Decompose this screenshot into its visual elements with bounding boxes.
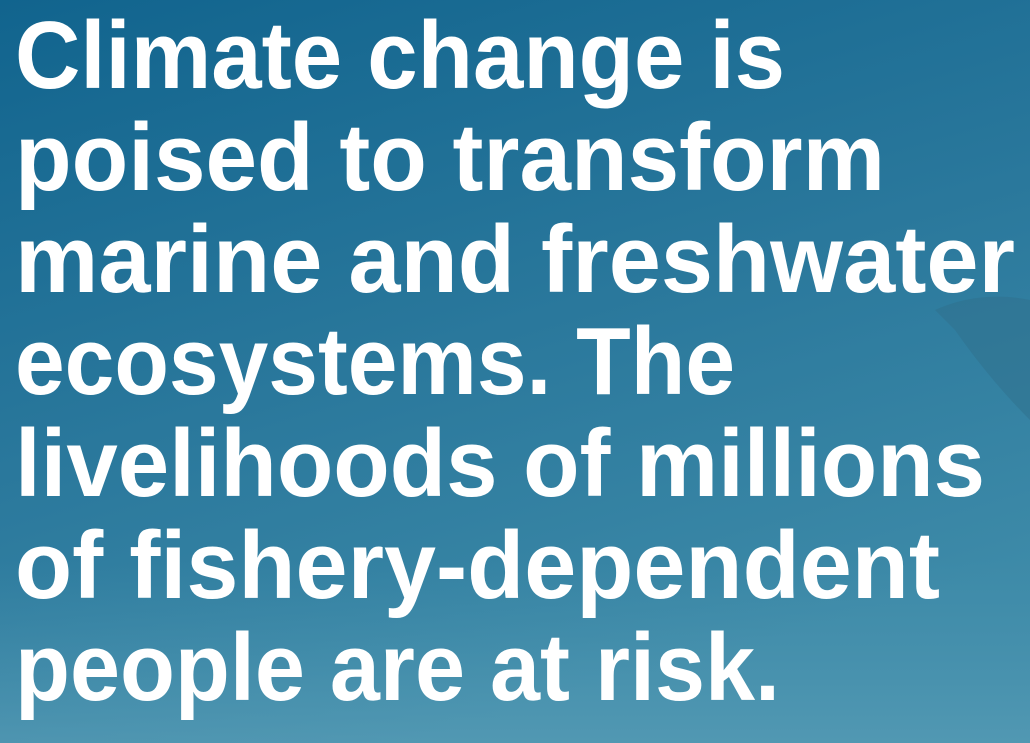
page: {"headline": {"lines": ["Climate change …: [0, 0, 1030, 743]
headline-line: livelihoods of millions: [15, 410, 985, 517]
headline-line: ecosystems. The: [15, 308, 735, 415]
headline-line: poised to transform: [15, 104, 885, 211]
headline-line: marine and freshwater: [15, 206, 1015, 313]
headline-line: people are at risk.: [15, 614, 780, 721]
headline-line: Climate change is: [15, 2, 785, 109]
headline-line: of fishery-dependent: [15, 512, 940, 619]
poster: Climate change is poised to transform ma…: [0, 0, 1030, 743]
